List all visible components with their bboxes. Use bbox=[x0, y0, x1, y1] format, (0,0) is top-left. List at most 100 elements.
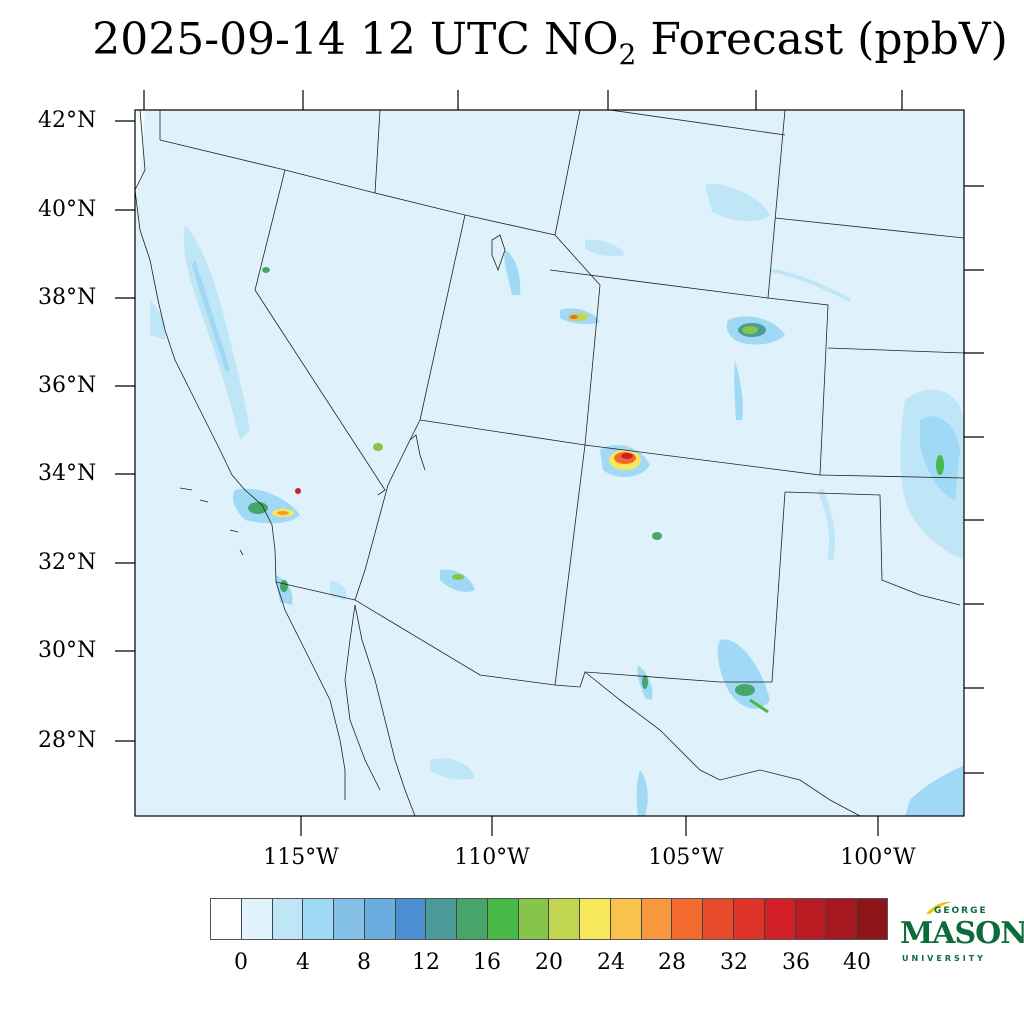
map-frame bbox=[134, 109, 965, 817]
colorbar-segment bbox=[610, 899, 642, 939]
plume-wyoming bbox=[705, 184, 770, 222]
colorbar-segment bbox=[487, 899, 519, 939]
hotspot-las-vegas bbox=[373, 443, 383, 451]
colorbar-label-36: 36 bbox=[782, 950, 810, 975]
colorbar-label-12: 12 bbox=[412, 950, 440, 975]
hotspot-san-diego bbox=[280, 580, 288, 592]
hotspot-albuquerque bbox=[652, 532, 662, 540]
hotspot-phoenix bbox=[452, 574, 464, 580]
logo-text-bottom: UNIVERSITY bbox=[902, 954, 986, 963]
colorbar-segment bbox=[703, 899, 735, 939]
border-or-nv bbox=[159, 139, 286, 171]
page-title: 2025-09-14 12 UTC NO2 Forecast (ppbV) bbox=[0, 14, 1024, 71]
plume-texas-panhandle bbox=[817, 488, 835, 561]
border-ca-nv bbox=[254, 169, 386, 496]
tick-marks bbox=[115, 90, 984, 836]
lake-mead bbox=[409, 434, 426, 471]
colorbar-label-32: 32 bbox=[720, 950, 748, 975]
colorbar-segment bbox=[672, 899, 704, 939]
colorbar-segment bbox=[272, 899, 304, 939]
plume-chihuahua bbox=[636, 770, 648, 816]
plume-central-valley-core bbox=[192, 260, 230, 372]
colorbar-label-16: 16 bbox=[473, 950, 501, 975]
title-subscript: 2 bbox=[618, 38, 637, 71]
lat-label-30: 30°N bbox=[38, 638, 97, 663]
colorbar-segment bbox=[426, 899, 458, 939]
hotspot-permian bbox=[735, 684, 755, 696]
plume-texas-se bbox=[905, 765, 964, 816]
plume-phoenix bbox=[440, 569, 475, 592]
border-id-nv bbox=[284, 169, 376, 194]
title-main: 2025-09-14 12 UTC NO bbox=[92, 14, 619, 65]
hotspot-denver-core bbox=[742, 326, 758, 334]
logo-text-top: GEORGE bbox=[934, 906, 988, 916]
hotspot-permian-streak bbox=[749, 698, 769, 714]
lat-label-34: 34°N bbox=[38, 461, 97, 486]
channel-islands bbox=[179, 487, 244, 556]
colorbar-segment bbox=[241, 899, 273, 939]
colorbar-segment bbox=[334, 899, 365, 939]
colorbar-segment bbox=[518, 899, 550, 939]
lon-label-115: 115°W bbox=[263, 845, 339, 870]
colorbar-label-40: 40 bbox=[843, 950, 871, 975]
border-wy-west bbox=[554, 110, 581, 236]
coastline-baja-east bbox=[344, 604, 381, 791]
hotspot-la-1 bbox=[248, 502, 268, 514]
border-ne-ks bbox=[827, 347, 964, 354]
plume-salt-lake bbox=[504, 250, 521, 295]
ocean-patch bbox=[135, 110, 145, 200]
plume-sonora bbox=[430, 758, 475, 780]
lon-label-105: 105°W bbox=[648, 845, 724, 870]
boundaries bbox=[135, 110, 964, 816]
lat-label-28: 28°N bbox=[38, 728, 97, 753]
colorbar-label-4: 4 bbox=[296, 950, 310, 975]
lat-label-38: 38°N bbox=[38, 285, 97, 310]
map-background bbox=[135, 110, 964, 816]
border-ut-az bbox=[419, 419, 586, 446]
colorbar-segment bbox=[826, 899, 858, 939]
colorbar-segment bbox=[795, 899, 827, 939]
colorbar-segment bbox=[211, 899, 242, 939]
lat-label-32: 32°N bbox=[38, 550, 97, 575]
plume-kansas bbox=[769, 268, 851, 302]
border-tx-ok bbox=[784, 491, 961, 606]
gmu-logo: GEORGE MASON UNIVERSITY bbox=[898, 900, 1024, 970]
plume-bay-area bbox=[150, 300, 166, 340]
plume-permian bbox=[717, 639, 770, 709]
coastline-baja-west bbox=[275, 581, 346, 800]
great-salt-lake bbox=[491, 234, 506, 272]
hotspot-el-paso bbox=[642, 675, 648, 689]
plume-wyoming-south bbox=[585, 239, 625, 257]
title-tail: Forecast (ppbV) bbox=[636, 14, 1008, 65]
hotspot-inland-empire bbox=[295, 488, 301, 494]
border-us-mexico-west bbox=[275, 581, 356, 601]
lon-label-100: 100°W bbox=[840, 845, 916, 870]
border-us-mexico-rio-grande bbox=[584, 671, 861, 816]
border-id-west bbox=[374, 110, 381, 194]
colorbar-label-24: 24 bbox=[597, 950, 625, 975]
colorbar-segment bbox=[395, 899, 427, 939]
logo-swoosh-icon bbox=[926, 901, 952, 914]
hotspot-utah-plant-core bbox=[570, 315, 578, 319]
colorbar-label-20: 20 bbox=[535, 950, 563, 975]
lat-label-40: 40°N bbox=[38, 197, 97, 222]
hotspot-four-corners-core bbox=[621, 453, 633, 459]
colorbar-segment bbox=[764, 899, 796, 939]
hotspot-la-3 bbox=[277, 511, 289, 515]
border-mt-wy bbox=[609, 110, 786, 136]
colorbar-label-0: 0 bbox=[234, 950, 248, 975]
colorbar-segment bbox=[857, 899, 887, 939]
colorbar-label-28: 28 bbox=[658, 950, 686, 975]
hotspot-reno bbox=[262, 267, 270, 273]
coastline-gulf-east bbox=[354, 604, 416, 816]
colorbar-segment bbox=[364, 899, 396, 939]
colorbar-segment bbox=[549, 899, 581, 939]
colorbar bbox=[210, 898, 888, 940]
lon-label-110: 110°W bbox=[454, 845, 530, 870]
plume-front-range bbox=[734, 360, 743, 420]
colorbar-segment bbox=[734, 899, 765, 939]
logo-text-main: MASON bbox=[900, 916, 1024, 951]
coastline-california bbox=[135, 110, 277, 583]
hotspot-oklahoma bbox=[936, 455, 944, 475]
